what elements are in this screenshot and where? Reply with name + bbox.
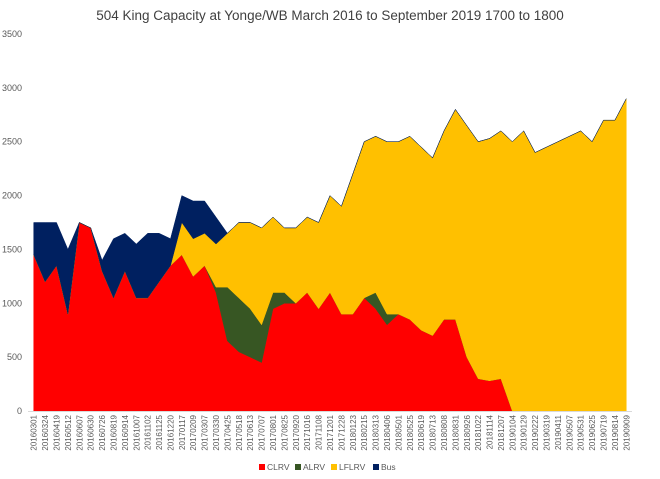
x-tick-label: 20180501: [394, 414, 403, 450]
x-tick-label: 20181207: [497, 414, 506, 450]
x-tick-label: 20180313: [372, 414, 381, 450]
y-axis-ticks: 0 500 1000 1500 2000 2500 3000 3500: [2, 29, 22, 416]
x-tick-label: 20160607: [75, 414, 84, 450]
y-tick-label: 2500: [2, 137, 22, 147]
y-tick-label: 0: [17, 406, 22, 416]
x-tick-label: 20180713: [429, 414, 438, 450]
y-tick-label: 3500: [2, 29, 22, 39]
legend-swatch-lflrv: [331, 464, 337, 470]
x-tick-label: 20180619: [417, 414, 426, 450]
x-tick-label: 20160419: [52, 414, 61, 450]
legend-swatch-clrv: [259, 464, 265, 470]
x-tick-label: 20190909: [622, 414, 631, 450]
x-tick-label: 20180926: [463, 414, 472, 450]
x-tick-label: 20160324: [41, 414, 50, 450]
x-tick-label: 20170707: [258, 414, 267, 450]
y-tick-label: 500: [7, 352, 22, 362]
x-tick-label: 20170825: [280, 414, 289, 450]
x-tick-label: 20160630: [87, 414, 96, 450]
x-tick-label: 20190507: [565, 414, 574, 450]
x-tick-label: 20170518: [235, 414, 244, 450]
area-series-bus: [33, 98, 627, 315]
x-tick-label: 20170425: [223, 414, 232, 450]
chart-legend: CLRV ALRV LFLRV Bus: [259, 462, 396, 472]
x-tick-label: 20180525: [406, 414, 415, 450]
x-tick-label: 20160914: [121, 414, 130, 450]
x-tick-label: 20180406: [383, 414, 392, 450]
x-tick-label: 20180831: [451, 414, 460, 450]
y-tick-label: 2000: [2, 191, 22, 201]
x-tick-label: 20190625: [588, 414, 597, 450]
legend-swatch-alrv: [295, 464, 301, 470]
x-tick-label: 20160301: [30, 414, 39, 450]
x-tick-label: 20170307: [201, 414, 210, 450]
legend-swatch-bus: [373, 464, 379, 470]
x-tick-label: 20160726: [98, 414, 107, 450]
y-tick-label: 1500: [2, 244, 22, 254]
x-tick-label: 20190104: [508, 414, 517, 450]
legend-label-lflrv: LFLRV: [339, 462, 366, 472]
x-tick-label: 20190719: [600, 414, 609, 450]
x-tick-label: 20160819: [109, 414, 118, 450]
x-tick-label: 20181022: [474, 414, 483, 450]
legend-label-bus: Bus: [381, 462, 396, 472]
x-tick-label: 20171108: [315, 414, 324, 450]
x-tick-label: 20171016: [303, 414, 312, 450]
legend-label-clrv: CLRV: [267, 462, 290, 472]
x-tick-label: 20190411: [554, 414, 563, 450]
x-tick-label: 20180808: [440, 414, 449, 450]
stacked-areas: [33, 98, 627, 412]
legend-label-alrv: ALRV: [303, 462, 325, 472]
x-tick-label: 20190222: [531, 414, 540, 450]
x-axis-ticks: 20160301 20160324 20160419 20160512 20160607…: [30, 414, 632, 450]
chart-title: 504 King Capacity at Yonge/WB March 2016…: [96, 8, 564, 23]
x-tick-label: 20161220: [166, 414, 175, 450]
x-tick-label: 20181114: [486, 414, 495, 449]
x-tick-label: 20171201: [326, 414, 335, 450]
x-tick-label: 20170117: [178, 414, 187, 450]
x-tick-label: 20170209: [189, 414, 198, 450]
x-tick-label: 20161102: [144, 414, 153, 450]
x-tick-label: 20190531: [577, 414, 586, 450]
y-tick-label: 1000: [2, 298, 22, 308]
x-tick-label: 20170920: [292, 414, 301, 450]
x-tick-label: 20190129: [520, 414, 529, 450]
x-tick-label: 20180123: [349, 414, 358, 450]
x-tick-label: 20170330: [212, 414, 221, 450]
x-tick-label: 20170613: [246, 414, 255, 450]
x-tick-label: 20161007: [132, 414, 141, 450]
x-tick-label: 20180215: [360, 414, 369, 450]
x-tick-label: 20160512: [64, 414, 73, 450]
x-tick-label: 20161125: [155, 414, 164, 450]
y-tick-label: 3000: [2, 83, 22, 93]
x-tick-label: 20170801: [269, 414, 278, 450]
x-tick-label: 20171228: [337, 414, 346, 450]
x-tick-label: 20190814: [611, 414, 620, 450]
x-tick-label: 20190319: [543, 414, 552, 450]
